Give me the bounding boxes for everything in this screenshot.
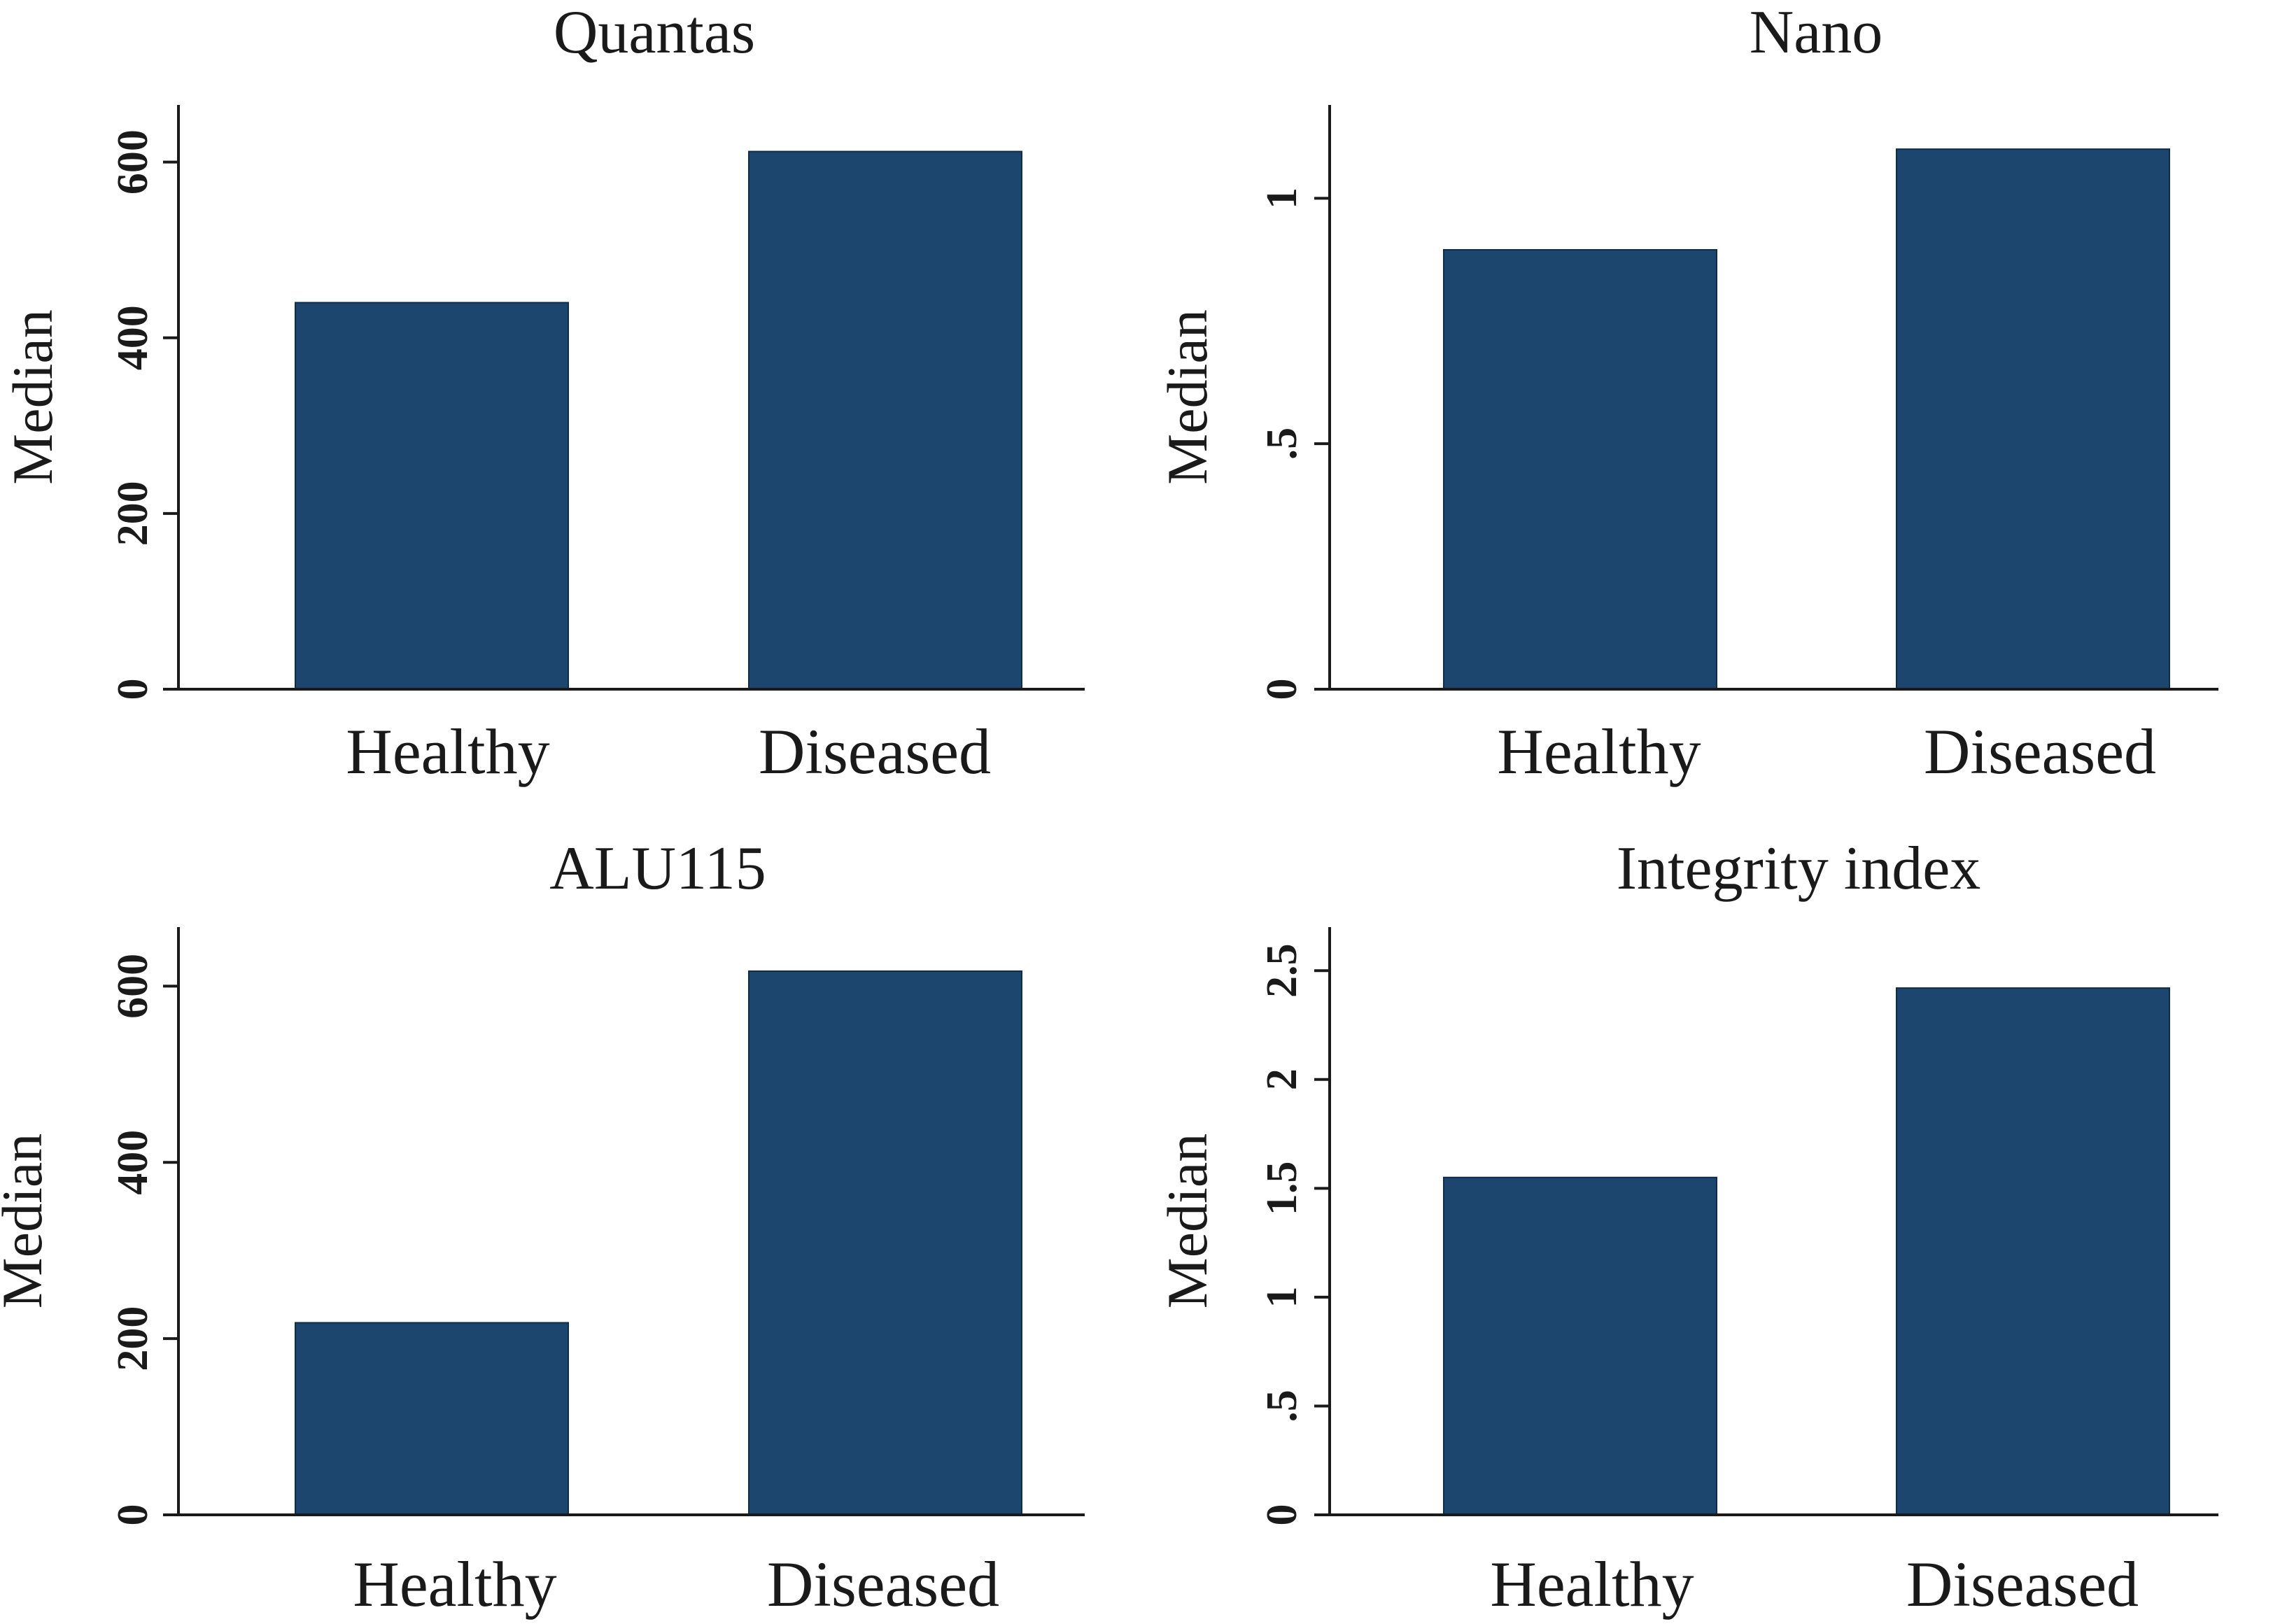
y-tick-label: 600 — [109, 129, 157, 195]
y-tick-label: 400 — [109, 1130, 157, 1195]
y-axis-label: Median — [1, 309, 64, 484]
y-axis-label: Median — [1155, 1134, 1219, 1308]
category-label-healthy: Healthy — [346, 716, 549, 787]
category-label-diseased: Diseased — [759, 716, 991, 787]
bar-healthy — [1443, 248, 1717, 690]
category-label-diseased: Diseased — [1906, 1548, 2139, 1620]
y-tick-label: 600 — [109, 954, 157, 1019]
bar-diseased — [1896, 148, 2170, 691]
bar-healthy — [295, 302, 569, 690]
bar-healthy — [295, 1322, 569, 1516]
y-tick-label: 0 — [1258, 1504, 1306, 1526]
category-label-diseased: Diseased — [1924, 716, 2156, 787]
y-tick-label: .5 — [1258, 428, 1306, 460]
y-tick-label: 1 — [1258, 188, 1306, 209]
category-label-healthy: Healthy — [1497, 716, 1701, 787]
chart-panel-4: Integrity index 0 .5 1 1.5 2 2.5 Median Healthy D… — [1155, 835, 2218, 1620]
y-tick-label: 400 — [109, 305, 157, 370]
y-tick-label: 0 — [109, 1504, 157, 1526]
bar-diseased — [748, 150, 1022, 690]
chart-title: Nano — [1750, 0, 1883, 66]
bar-diseased — [1896, 987, 2170, 1516]
y-axis-label: Median — [1155, 309, 1219, 484]
bar-healthy — [1443, 1176, 1717, 1516]
chart-panel-3: ALU115 0 200 400 600 Median Healthy Diseased — [0, 835, 1085, 1620]
y-tick-label: 200 — [109, 1306, 157, 1371]
chart-panel-1: Quantas 0 200 400 600 Median Healthy Diseased — [1, 0, 1085, 787]
y-tick-label: 2.5 — [1258, 943, 1306, 998]
y-tick-label: 0 — [109, 679, 157, 700]
category-label-diseased: Diseased — [767, 1548, 999, 1620]
y-tick-label: 2 — [1258, 1068, 1306, 1090]
y-tick-label: 200 — [109, 481, 157, 546]
bar-diseased — [748, 970, 1022, 1516]
y-tick-label: 1 — [1258, 1286, 1306, 1308]
y-tick-label: 0 — [1258, 679, 1306, 700]
y-tick-label: 1.5 — [1258, 1161, 1306, 1216]
category-label-healthy: Healthy — [1490, 1548, 1694, 1620]
chart-title: ALU115 — [549, 835, 766, 903]
chart-title: Integrity index — [1617, 835, 1981, 903]
category-label-healthy: Healthy — [353, 1548, 556, 1620]
y-axis-label: Median — [0, 1134, 54, 1308]
chart-title: Quantas — [554, 0, 755, 66]
y-tick-label: .5 — [1258, 1390, 1306, 1422]
chart-panel-2: Nano 0 .5 1 Median Healthy Diseased — [1155, 0, 2218, 787]
